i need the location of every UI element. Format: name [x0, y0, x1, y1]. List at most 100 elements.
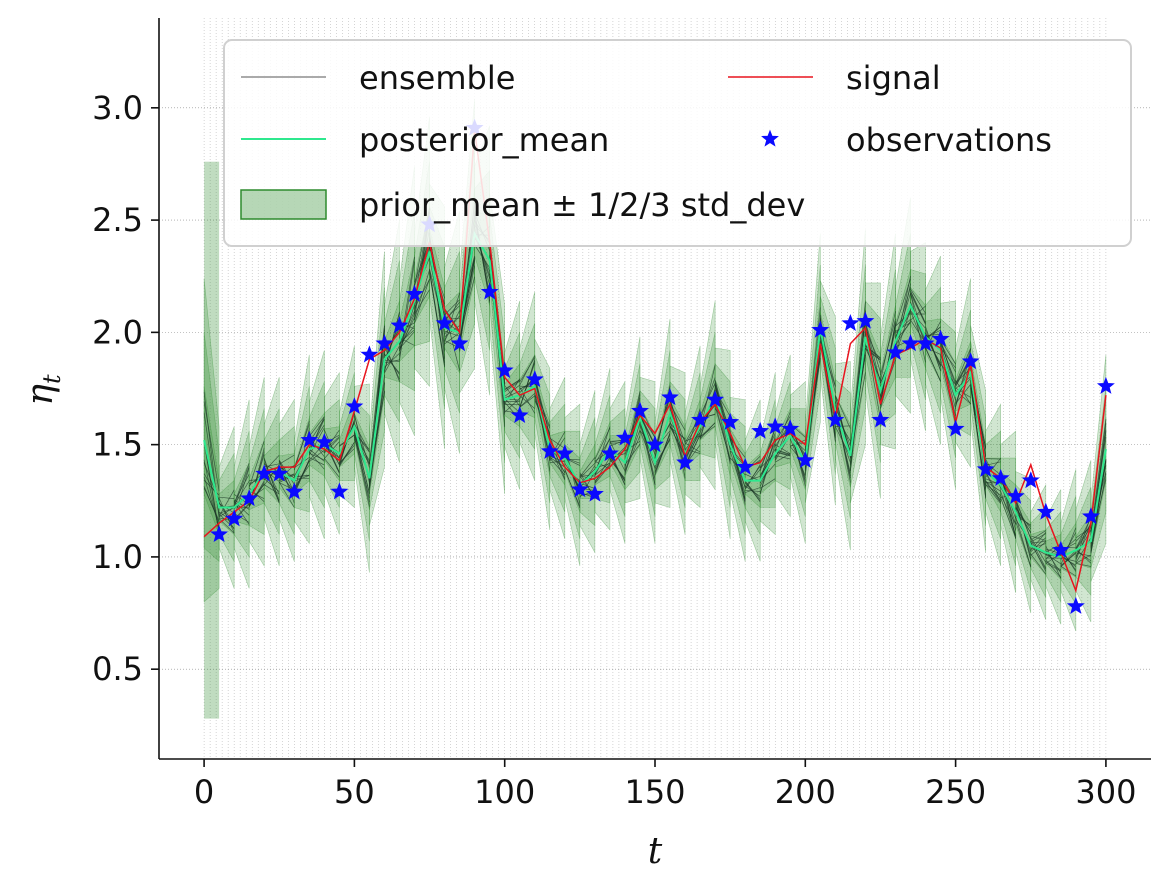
std-dev-band-2	[444, 251, 460, 414]
observation-marker	[646, 435, 664, 453]
std-dev-band-2	[1030, 506, 1047, 598]
y-axis-label: ηt	[20, 374, 66, 406]
std-dev-band-3	[339, 345, 355, 509]
std-dev-band-3	[579, 390, 596, 554]
observation-marker	[796, 451, 815, 468]
std-dev-band-2	[324, 399, 340, 508]
observation-marker	[1036, 502, 1055, 520]
observation-marker	[751, 421, 770, 439]
observation-marker	[1051, 540, 1070, 558]
y-tick-label: 2.0	[92, 313, 143, 351]
observation-marker	[450, 334, 469, 352]
observation-marker	[300, 430, 319, 448]
std-dev-band-3	[534, 338, 551, 531]
observation-marker	[285, 482, 304, 500]
observation-marker	[495, 361, 514, 379]
observation-marker	[736, 457, 755, 475]
legend: ensemble posterior_mean prior_mean ± 1/2…	[223, 39, 1132, 247]
legend-posterior-label: posterior_mean	[359, 121, 609, 159]
observation-marker	[540, 442, 559, 459]
observation-marker	[901, 334, 920, 352]
observation-marker	[1081, 507, 1100, 525]
observation-marker	[330, 482, 349, 500]
observation-marker	[1066, 596, 1085, 614]
observation-marker	[555, 444, 574, 462]
observation-marker	[255, 464, 274, 482]
observation-marker	[841, 314, 860, 332]
y-axis-label-subscript: t	[38, 374, 66, 384]
observation-marker	[856, 311, 875, 329]
observation-marker	[345, 397, 364, 415]
x-tick-label: 300	[1075, 773, 1136, 811]
observation-marker	[405, 284, 424, 302]
observation-marker	[931, 329, 950, 347]
observation-marker	[1096, 376, 1115, 394]
std-dev-band-3	[309, 350, 325, 540]
legend-observations-label: observations	[846, 121, 1052, 159]
std-dev-band-2	[1045, 511, 1062, 603]
observation-marker	[510, 405, 529, 424]
observation-marker	[961, 352, 980, 370]
std-dev-band-3	[203, 278, 220, 603]
y-tick-label: 1.5	[92, 426, 143, 464]
observation-marker	[315, 433, 334, 451]
observation-marker	[781, 419, 800, 437]
observation-marker	[435, 314, 454, 332]
std-dev-band-3	[789, 381, 806, 544]
observation-markers	[210, 118, 1115, 614]
std-dev-band-2	[1015, 484, 1032, 591]
y-axis-label-group: ηt	[20, 374, 66, 406]
observation-marker	[600, 444, 619, 462]
legend-frame	[223, 39, 1132, 247]
y-tick-label: 2.5	[92, 201, 143, 239]
x-tick-label: 200	[775, 773, 836, 811]
std-dev-band-2	[774, 381, 791, 491]
axes: 0 50 100 150 200 250 300 0.5 1.0 1.5 2.0 2.5 3.0	[92, 18, 1151, 811]
x-tick-label: 100	[474, 773, 535, 811]
observation-marker	[826, 410, 845, 428]
observation-marker	[1021, 471, 1040, 489]
std-dev-band-3	[1030, 483, 1047, 620]
initial-prior-band	[204, 161, 220, 719]
observation-marker	[886, 343, 905, 361]
observation-marker	[946, 419, 965, 437]
observation-marker	[811, 320, 830, 338]
observation-marker	[390, 316, 409, 334]
y-tick-label: 3.0	[92, 89, 143, 127]
observation-marker	[871, 410, 890, 428]
std-dev-band-3	[699, 300, 716, 491]
observation-marker	[570, 480, 589, 498]
observation-marker	[270, 464, 289, 482]
x-axis-label: t	[648, 831, 663, 872]
std-dev-band-3	[1060, 469, 1077, 632]
legend-band-swatch	[240, 189, 327, 220]
observation-marker	[976, 459, 995, 477]
observation-marker	[585, 484, 604, 502]
legend-band-label: prior_mean ± 1/2/3 std_dev	[359, 186, 805, 224]
observation-marker	[480, 282, 499, 300]
y-tick-label: 0.5	[92, 650, 143, 688]
x-tick-label: 0	[194, 773, 214, 811]
posterior-mean-line	[203, 230, 1107, 558]
legend-ensemble-label: ensemble	[359, 59, 515, 97]
std-dev-band-1	[1045, 533, 1062, 581]
y-tick-label: 1.0	[92, 538, 143, 576]
std-dev-band-3	[669, 365, 686, 535]
observation-marker	[721, 412, 740, 430]
x-tick-label: 250	[925, 773, 986, 811]
legend-observations-marker	[761, 129, 779, 147]
std-dev-band-3	[564, 403, 581, 566]
observation-marker	[706, 390, 725, 408]
observation-marker	[991, 468, 1010, 486]
observation-marker	[240, 489, 259, 507]
observation-marker	[225, 509, 244, 527]
std-dev-band-3	[609, 380, 626, 544]
std-dev-band-1	[309, 412, 325, 477]
legend-signal-label: signal	[846, 59, 941, 97]
observation-marker	[360, 345, 379, 363]
observation-marker	[631, 401, 649, 419]
observation-marker	[375, 334, 394, 352]
observation-marker	[676, 453, 695, 471]
observation-marker	[766, 417, 785, 435]
x-tick-label: 50	[334, 773, 375, 811]
